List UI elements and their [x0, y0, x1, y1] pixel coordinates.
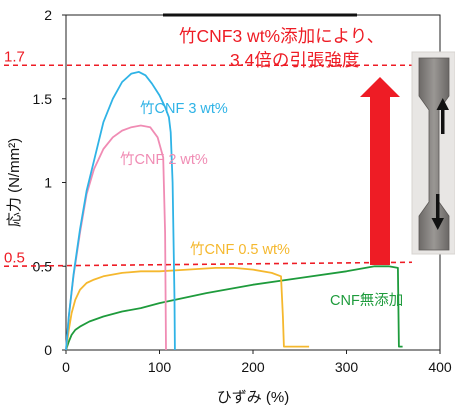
arrow-up-icon	[436, 98, 449, 134]
specimen-photo	[411, 51, 455, 255]
x-tick-label: 0	[62, 359, 70, 375]
y-tick-label: 0	[44, 342, 52, 358]
labels-layer: 竹CNF 3 wt% 竹CNF 2 wt% 竹CNF 0.5 wt% CNF無添加	[120, 100, 403, 309]
series-label: 竹CNF 0.5 wt%	[190, 241, 290, 258]
y-tick-label: 1	[44, 175, 52, 191]
series-label: 竹CNF 2 wt%	[120, 151, 208, 168]
x-axis-title: ひずみ (%)	[217, 389, 290, 406]
series-layer	[65, 71, 403, 351]
y-tick-label: 1.5	[33, 91, 53, 107]
reference-line-label: 0.5	[4, 249, 25, 266]
arrow-down-icon	[431, 194, 444, 230]
axes-layer: 0 100 200 300 400 0 0.5 1 1.5 2 ひずみ (%) 応力 (N/mm²)	[6, 7, 452, 406]
x-tick-label: 400	[428, 359, 452, 375]
reference-line-0-5	[3, 261, 413, 268]
reference-line-label: 1.7	[4, 48, 25, 65]
annotation-line2: 3.4倍の引張強度	[230, 50, 359, 70]
x-tick-label: 200	[241, 359, 265, 375]
series-line-no-cnf	[65, 265, 403, 351]
annotation-line1: 竹CNF3 wt%添加により、	[179, 26, 384, 46]
increase-arrow	[360, 77, 400, 265]
series-line-cnf3	[65, 71, 176, 351]
x-tick-label: 300	[335, 359, 359, 375]
series-label: 竹CNF 3 wt%	[140, 100, 228, 117]
y-tick-label: 2	[44, 7, 52, 23]
x-tick-label: 100	[148, 359, 172, 375]
reference-lines-layer: 1.7 0.5	[3, 48, 413, 268]
series-line-cnf05	[65, 267, 310, 351]
series-label: CNF無添加	[330, 292, 403, 309]
y-axis-title: 応力 (N/mm²)	[6, 138, 23, 227]
